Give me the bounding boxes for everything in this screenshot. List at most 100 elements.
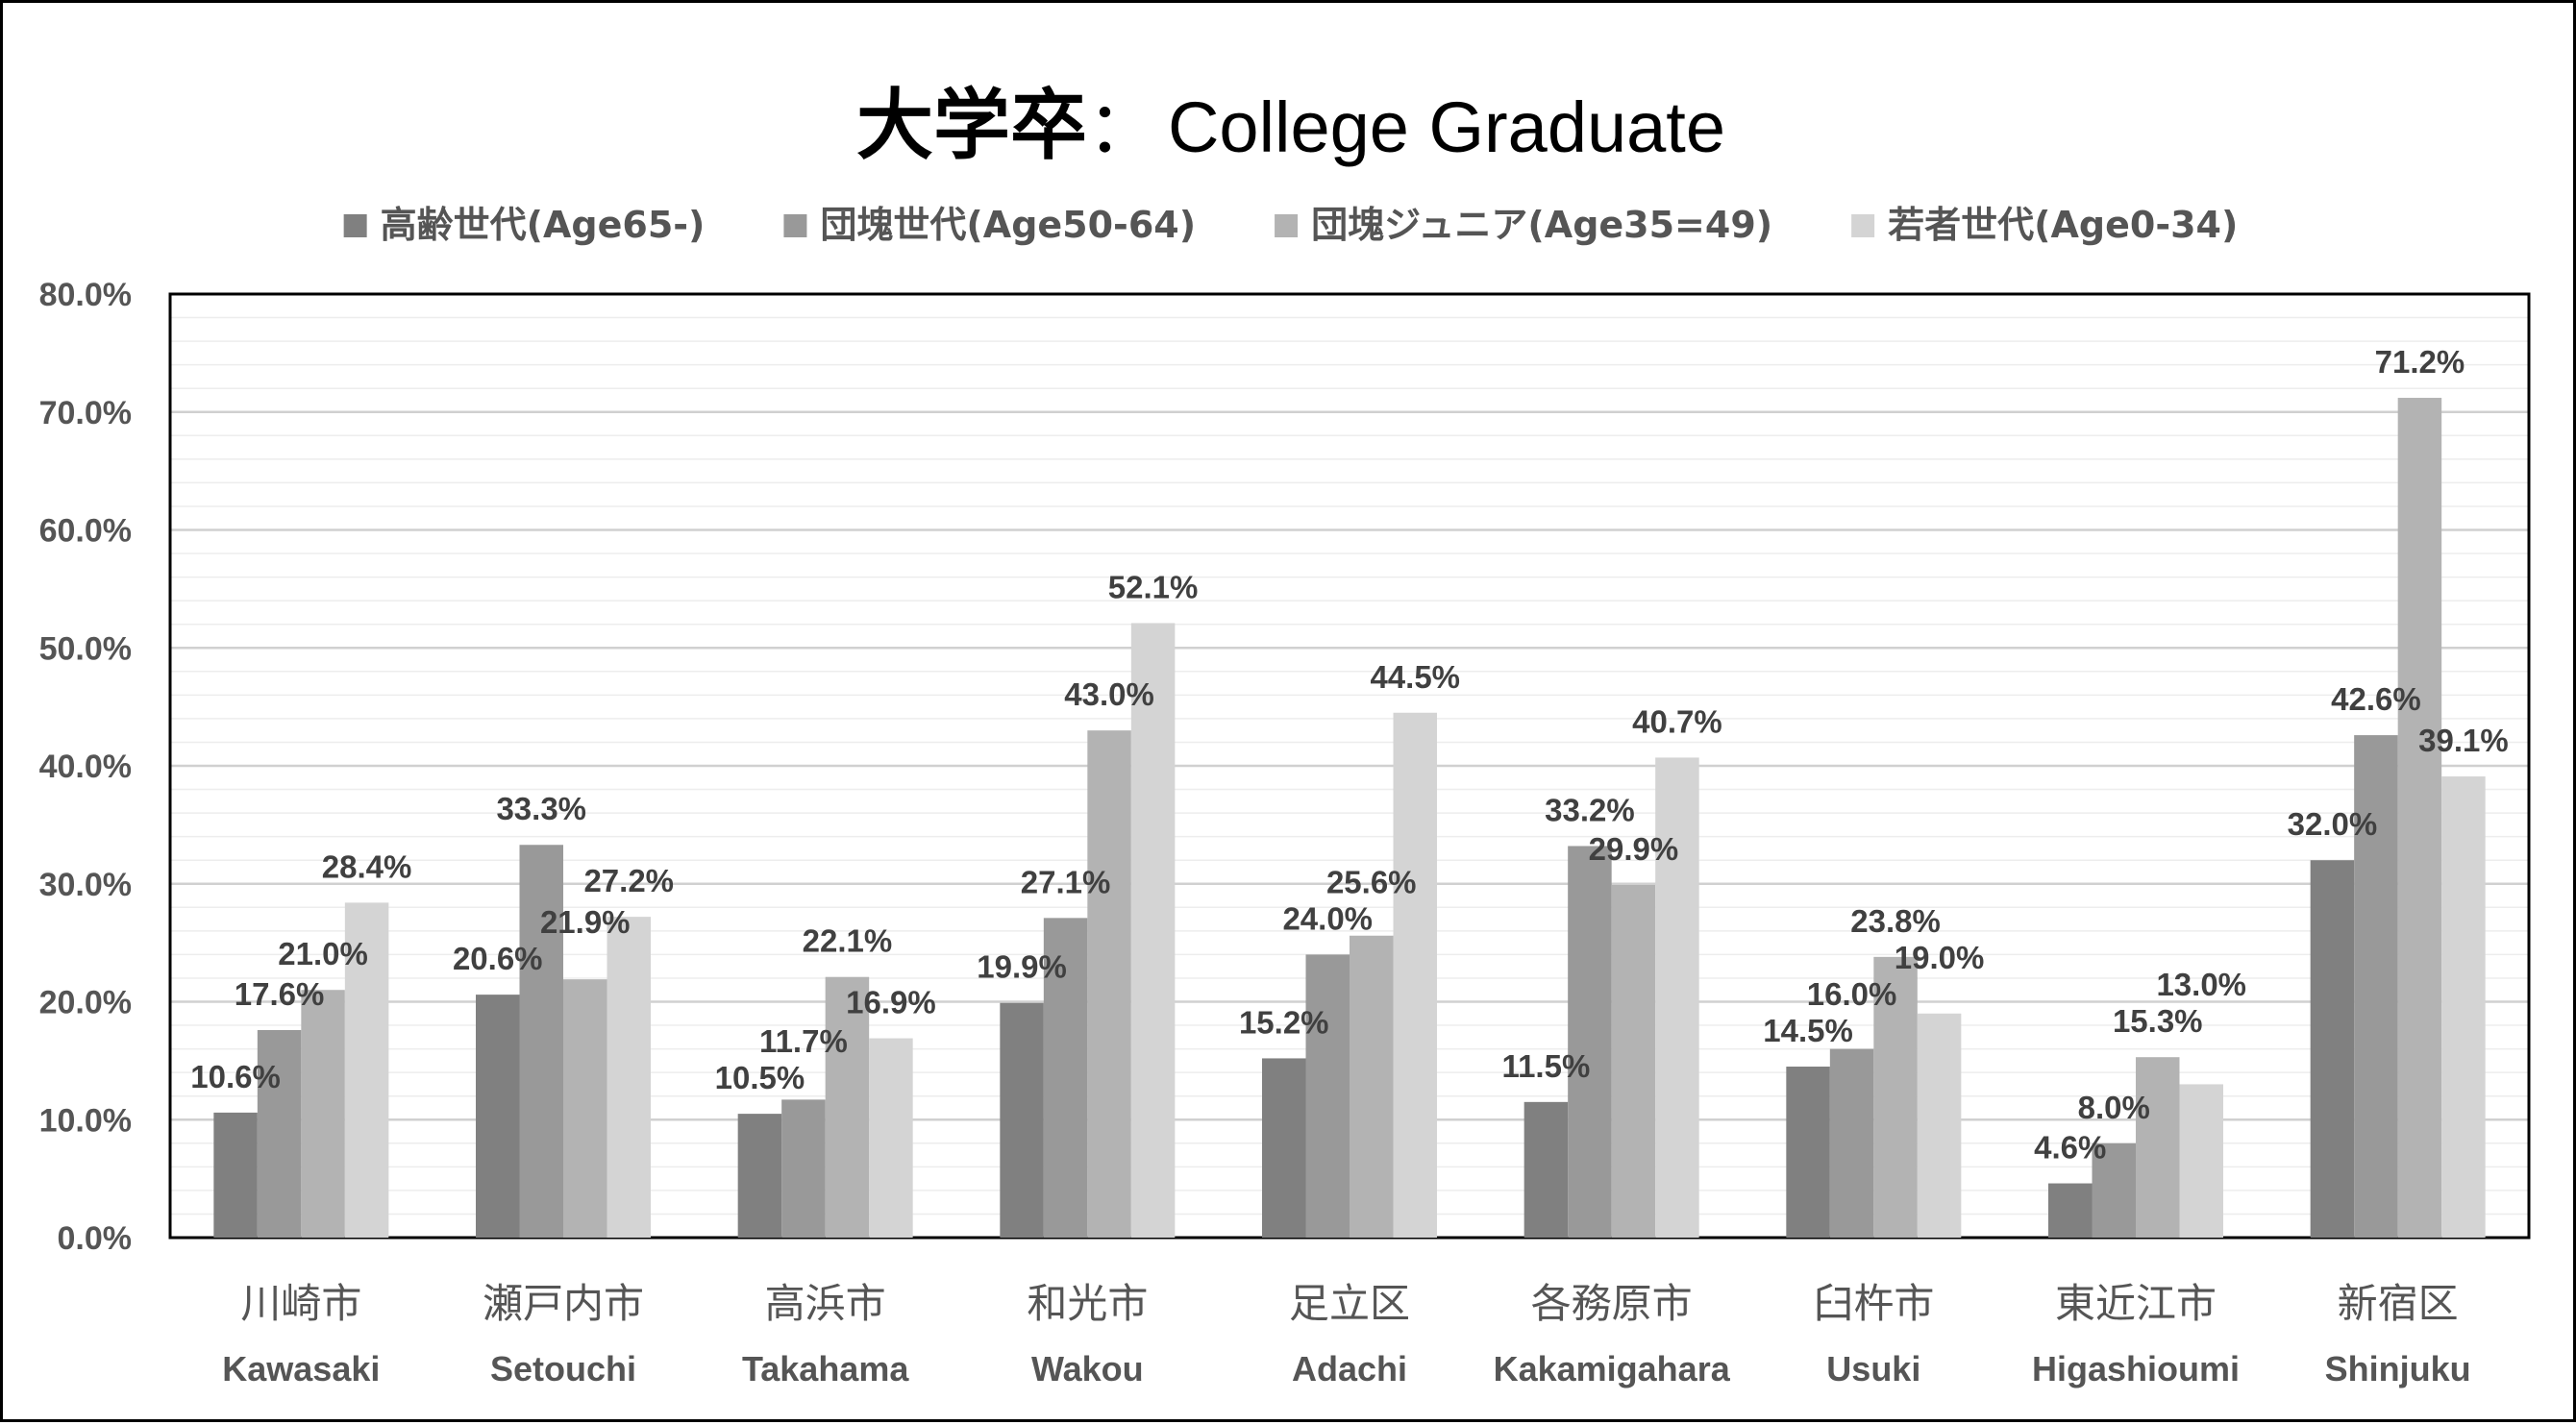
x-category-label-cjk: 瀬戸内市	[483, 1280, 644, 1327]
bar	[2310, 860, 2355, 1238]
bar	[1829, 1048, 1874, 1238]
data-label: 19.0%	[1895, 940, 1985, 975]
data-label: 16.0%	[1807, 976, 1897, 1012]
x-category-label-cjk: 和光市	[1027, 1280, 1148, 1327]
bar	[737, 1114, 782, 1238]
x-category-label-en: Wakou	[1031, 1349, 1144, 1388]
x-category-label-cjk: 川崎市	[240, 1280, 361, 1327]
data-label: 42.6%	[2331, 681, 2421, 717]
y-tick-label: 70.0%	[39, 395, 132, 431]
bar	[1611, 884, 1656, 1238]
bars	[213, 398, 2486, 1238]
x-category-label-en: Kawasaki	[222, 1349, 380, 1388]
data-label: 14.5%	[1763, 1013, 1853, 1048]
x-category-label-cjk: 足立区	[1289, 1280, 1410, 1327]
legend-label: 団塊ジュニア(Age35=49)	[1311, 204, 1772, 246]
bar	[344, 902, 389, 1238]
data-label: 17.6%	[235, 976, 325, 1012]
data-label: 25.6%	[1326, 864, 1417, 899]
data-label: 33.2%	[1545, 792, 1635, 827]
bar	[213, 1112, 258, 1238]
bar	[781, 1099, 826, 1238]
data-label: 15.2%	[1239, 1004, 1329, 1040]
bar	[2397, 398, 2442, 1238]
bar	[1568, 846, 1612, 1238]
chart-title-separator: ：	[1087, 87, 1158, 167]
x-category-label-en: Shinjuku	[2325, 1349, 2471, 1388]
chart-title-cjk: 大学卒	[856, 81, 1087, 170]
data-label: 71.2%	[2375, 344, 2465, 380]
bar	[1350, 935, 1394, 1238]
bar	[2048, 1183, 2093, 1238]
bar	[563, 979, 607, 1238]
bar	[1393, 712, 1437, 1238]
chart-title-en: College Graduate	[1168, 87, 1725, 167]
bar	[869, 1038, 913, 1238]
bar	[301, 990, 345, 1238]
y-tick-label: 30.0%	[39, 867, 132, 903]
x-category-label-cjk: 東近江市	[2055, 1280, 2217, 1327]
data-label: 39.1%	[2418, 723, 2509, 758]
legend-label: 高齢世代(Age65-)	[381, 204, 706, 246]
data-label: 44.5%	[1370, 659, 1460, 695]
data-label: 27.2%	[583, 863, 674, 898]
data-label: 28.4%	[322, 848, 412, 884]
x-category-label-cjk: 臼杵市	[1813, 1280, 1934, 1327]
data-label: 23.8%	[1850, 903, 1941, 939]
legend-swatch	[343, 214, 367, 237]
x-category-label-en: Higashioumi	[2032, 1349, 2240, 1388]
y-tick-label: 40.0%	[39, 749, 132, 785]
value-labels: 10.6% 17.6% 21.0% 28.4% 20.6% 33.3% 21.9% 27.2%…	[190, 344, 2508, 1166]
data-label: 22.1%	[803, 923, 893, 959]
x-category-label-en: Usuki	[1826, 1349, 1920, 1388]
x-category-label-en: Setouchi	[490, 1349, 636, 1388]
data-label: 11.5%	[1502, 1048, 1591, 1084]
bar	[1000, 1002, 1044, 1238]
bar	[2092, 1142, 2136, 1238]
y-tick-label: 50.0%	[39, 630, 132, 667]
data-label: 27.1%	[1021, 864, 1111, 899]
bar	[519, 845, 563, 1238]
chart-canvas: 大学卒： College Graduate 高齢世代(Age65-) 団塊世代(Ag…	[39, 81, 2531, 1388]
bar	[2354, 735, 2398, 1238]
y-axis: 0.0% 10.0% 20.0% 30.0% 40.0% 50.0% 60.0% 70.0% 8…	[39, 277, 132, 1257]
data-label: 11.7%	[759, 1023, 848, 1059]
legend-swatch	[783, 214, 807, 237]
data-label: 20.6%	[453, 941, 543, 976]
data-label: 13.0%	[2156, 967, 2246, 1002]
bar	[1087, 730, 1131, 1238]
bar	[2441, 776, 2486, 1238]
legend-label: 若者世代(Age0-34)	[1888, 204, 2238, 246]
bar	[2179, 1084, 2223, 1238]
y-tick-label: 80.0%	[39, 277, 132, 313]
data-label: 29.9%	[1589, 831, 1679, 867]
bar	[1786, 1067, 1830, 1238]
data-label: 10.6%	[190, 1059, 281, 1094]
bar	[1917, 1013, 1962, 1238]
data-label: 33.3%	[496, 791, 586, 826]
bar	[1262, 1058, 1306, 1238]
x-category-label-en: Kakamigahara	[1494, 1349, 1731, 1388]
bar	[1523, 1101, 1569, 1238]
data-label: 19.9%	[977, 949, 1067, 985]
x-category-label-cjk: 新宿区	[2338, 1280, 2459, 1327]
bar	[607, 917, 651, 1238]
bar	[257, 1029, 302, 1238]
y-tick-label: 0.0%	[58, 1220, 133, 1257]
bar	[1043, 918, 1088, 1238]
data-label: 4.6%	[2034, 1130, 2106, 1166]
bar	[1655, 757, 1699, 1238]
data-label: 52.1%	[1108, 569, 1199, 604]
x-category-label-cjk: 各務原市	[1531, 1280, 1693, 1327]
y-tick-label: 60.0%	[39, 513, 132, 550]
data-label: 40.7%	[1632, 703, 1722, 739]
x-category-label-en: Takahama	[742, 1349, 909, 1388]
x-axis: 川崎市 Kawasaki 瀬戸内市 Setouchi 高浜市 Takahama 和光市 Wak…	[222, 1280, 2470, 1388]
legend: 高齢世代(Age65-) 団塊世代(Age50-64) 団塊ジュニア(Age35=4…	[343, 204, 2238, 246]
data-label: 24.0%	[1282, 900, 1373, 936]
bar	[1130, 623, 1176, 1238]
chart-title: 大学卒： College Graduate	[856, 81, 1725, 170]
data-label: 16.9%	[846, 985, 936, 1020]
data-label: 10.5%	[715, 1060, 805, 1095]
